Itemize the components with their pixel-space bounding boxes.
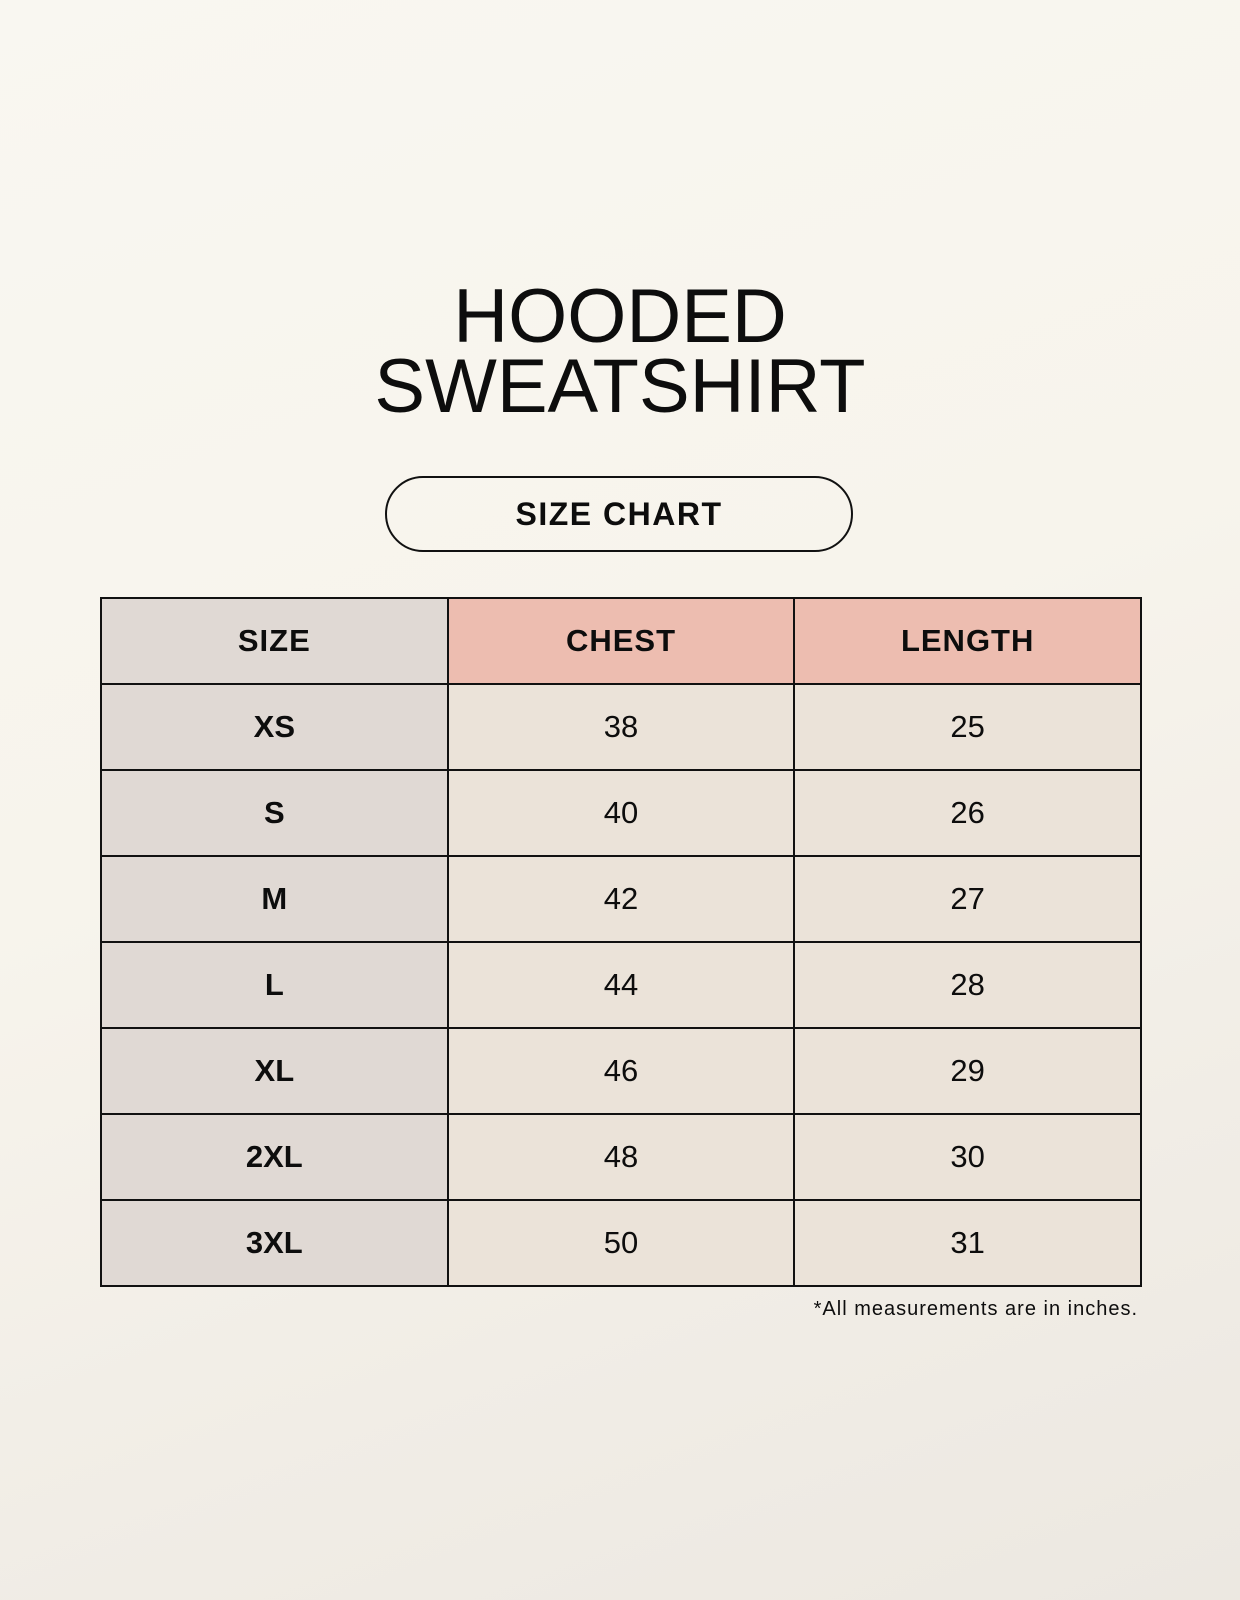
table-row: L 44 28 bbox=[100, 941, 1142, 1029]
cell-chest: 50 bbox=[446, 1199, 796, 1287]
cell-size: S bbox=[100, 769, 449, 857]
title-line-2: SWEATSHIRT bbox=[374, 344, 866, 429]
size-chart-badge: SIZE CHART bbox=[385, 476, 853, 552]
cell-length: 27 bbox=[793, 855, 1142, 943]
table-row: XS 38 25 bbox=[100, 683, 1142, 771]
size-table: SIZE CHEST LENGTH XS 38 25 S 40 26 M 42 27 L 44 28 X… bbox=[100, 597, 1142, 1287]
cell-chest: 42 bbox=[446, 855, 796, 943]
header-length: LENGTH bbox=[793, 597, 1142, 685]
cell-chest: 48 bbox=[446, 1113, 796, 1201]
cell-size: XS bbox=[100, 683, 449, 771]
cell-length: 31 bbox=[793, 1199, 1142, 1287]
table-row: 2XL 48 30 bbox=[100, 1113, 1142, 1201]
cell-length: 26 bbox=[793, 769, 1142, 857]
cell-size: L bbox=[100, 941, 449, 1029]
table-row: M 42 27 bbox=[100, 855, 1142, 943]
footnote: *All measurements are in inches. bbox=[813, 1298, 1138, 1320]
page-title: HOODED SWEATSHIRT bbox=[0, 274, 1240, 429]
header-chest: CHEST bbox=[446, 597, 796, 685]
cell-length: 28 bbox=[793, 941, 1142, 1029]
cell-size: 2XL bbox=[100, 1113, 449, 1201]
cell-length: 25 bbox=[793, 683, 1142, 771]
table-row: XL 46 29 bbox=[100, 1027, 1142, 1115]
cell-size: 3XL bbox=[100, 1199, 449, 1287]
title-line-1: HOODED bbox=[453, 274, 787, 359]
cell-chest: 44 bbox=[446, 941, 796, 1029]
cell-chest: 38 bbox=[446, 683, 796, 771]
cell-size: XL bbox=[100, 1027, 449, 1115]
table-row: S 40 26 bbox=[100, 769, 1142, 857]
cell-length: 29 bbox=[793, 1027, 1142, 1115]
cell-size: M bbox=[100, 855, 449, 943]
table-header-row: SIZE CHEST LENGTH bbox=[100, 597, 1142, 685]
cell-length: 30 bbox=[793, 1113, 1142, 1201]
header-size: SIZE bbox=[100, 597, 449, 685]
cell-chest: 46 bbox=[446, 1027, 796, 1115]
table-row: 3XL 50 31 bbox=[100, 1199, 1142, 1287]
cell-chest: 40 bbox=[446, 769, 796, 857]
